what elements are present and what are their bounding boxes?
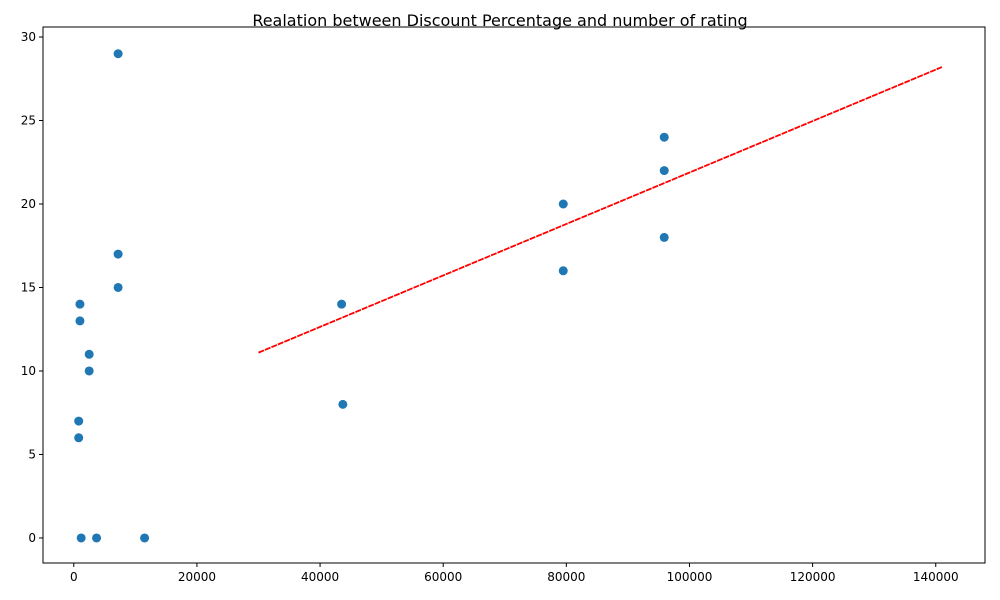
points-layer xyxy=(74,49,669,543)
plot-area-border xyxy=(42,26,986,564)
scatter-point xyxy=(338,399,348,409)
trendline-layer xyxy=(258,66,943,354)
x-tick-label: 120000 xyxy=(790,570,836,584)
x-tick-label: 80000 xyxy=(547,570,585,584)
y-tick-label: 0 xyxy=(28,531,36,545)
scatter-point xyxy=(92,533,102,543)
x-tick-label: 20000 xyxy=(178,570,216,584)
scatter-point xyxy=(659,132,669,142)
scatter-point xyxy=(84,349,94,359)
trendline xyxy=(258,66,943,354)
scatter-point xyxy=(75,299,85,309)
scatter-point xyxy=(140,533,150,543)
y-tick-label: 25 xyxy=(21,114,36,128)
scatter-point xyxy=(74,433,84,443)
scatter-point xyxy=(76,533,86,543)
y-tick-label: 15 xyxy=(21,280,36,294)
y-tick-label: 10 xyxy=(21,364,36,378)
scatter-point xyxy=(84,366,94,376)
axes-frame xyxy=(42,26,986,564)
scatter-point xyxy=(113,249,123,259)
x-tick-label: 60000 xyxy=(424,570,462,584)
scatter-point xyxy=(75,316,85,326)
x-tick-label: 0 xyxy=(70,570,78,584)
scatter-point xyxy=(74,416,84,426)
y-tick-label: 30 xyxy=(21,30,36,44)
x-axis-ticks: 0 20000 40000 60000 80000 100000 120000 140000 xyxy=(70,563,959,584)
scatter-point xyxy=(659,166,669,176)
scatter-point xyxy=(337,299,347,309)
x-tick-label: 140000 xyxy=(913,570,959,584)
y-tick-label: 5 xyxy=(28,447,36,461)
scatter-point xyxy=(113,282,123,292)
x-tick-label: 40000 xyxy=(301,570,339,584)
scatter-point xyxy=(659,232,669,242)
scatter-point xyxy=(558,199,568,209)
chart-title: Realation between Discount Percentage an… xyxy=(252,11,748,30)
y-axis-ticks: 0 5 10 15 20 25 30 xyxy=(21,30,43,545)
scatter-point xyxy=(113,49,123,59)
x-tick-label: 100000 xyxy=(667,570,713,584)
scatter-point xyxy=(558,266,568,276)
y-tick-label: 20 xyxy=(21,197,36,211)
